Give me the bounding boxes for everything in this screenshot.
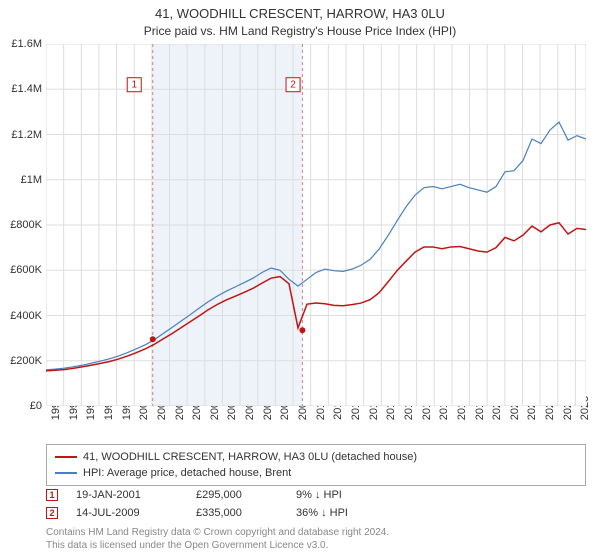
sale-diff: 36% ↓ HPI (296, 507, 396, 519)
sale-date: 14-JUL-2009 (76, 507, 196, 519)
y-tick-label: £1.4M (2, 83, 42, 95)
chart-subtitle: Price paid vs. HM Land Registry's House … (0, 22, 600, 40)
sale-marker-box: 1 (46, 489, 58, 501)
titles: 41, WOODHILL CRESCENT, HARROW, HA3 0LU P… (0, 0, 600, 40)
y-tick-label: £1.2M (2, 129, 42, 141)
legend-swatch-hpi (55, 472, 77, 474)
y-tick-label: £1M (2, 174, 42, 186)
y-tick-label: £600K (2, 264, 42, 276)
sales-row: 2 14-JUL-2009£335,00036% ↓ HPI (46, 504, 586, 522)
sale-price: £295,000 (196, 489, 296, 501)
legend-label-property: 41, WOODHILL CRESCENT, HARROW, HA3 0LU (… (83, 451, 417, 463)
y-tick-label: £400K (2, 310, 42, 322)
y-tick-label: £0 (2, 400, 42, 412)
sale-price: £335,000 (196, 507, 296, 519)
chart-title: 41, WOODHILL CRESCENT, HARROW, HA3 0LU (0, 6, 600, 22)
attribution-line-1: Contains HM Land Registry data © Crown c… (46, 526, 586, 539)
y-tick-label: £200K (2, 355, 42, 367)
legend: 41, WOODHILL CRESCENT, HARROW, HA3 0LU (… (46, 444, 586, 486)
sale-diff: 9% ↓ HPI (296, 489, 396, 501)
sales-table: 1 19-JAN-2001£295,0009% ↓ HPI 2 14-JUL-2009… (46, 486, 586, 522)
sale-marker-box: 2 (46, 507, 58, 519)
sales-row: 1 19-JAN-2001£295,0009% ↓ HPI (46, 486, 586, 504)
plot-svg: 12 (46, 44, 586, 406)
chart-container: 41, WOODHILL CRESCENT, HARROW, HA3 0LU P… (0, 0, 600, 560)
y-tick-label: £1.6M (2, 38, 42, 50)
attribution-line-2: This data is licensed under the Open Gov… (46, 539, 586, 552)
legend-row-property: 41, WOODHILL CRESCENT, HARROW, HA3 0LU (… (55, 449, 577, 465)
legend-swatch-property (55, 456, 77, 458)
sale-date: 19-JAN-2001 (76, 489, 196, 501)
attribution: Contains HM Land Registry data © Crown c… (46, 526, 586, 552)
plot-area: 12 (46, 44, 586, 406)
y-tick-label: £800K (2, 219, 42, 231)
svg-text:1: 1 (131, 80, 137, 91)
legend-row-hpi: HPI: Average price, detached house, Bren… (55, 465, 577, 481)
svg-text:2: 2 (290, 80, 296, 91)
legend-label-hpi: HPI: Average price, detached house, Bren… (83, 467, 291, 479)
